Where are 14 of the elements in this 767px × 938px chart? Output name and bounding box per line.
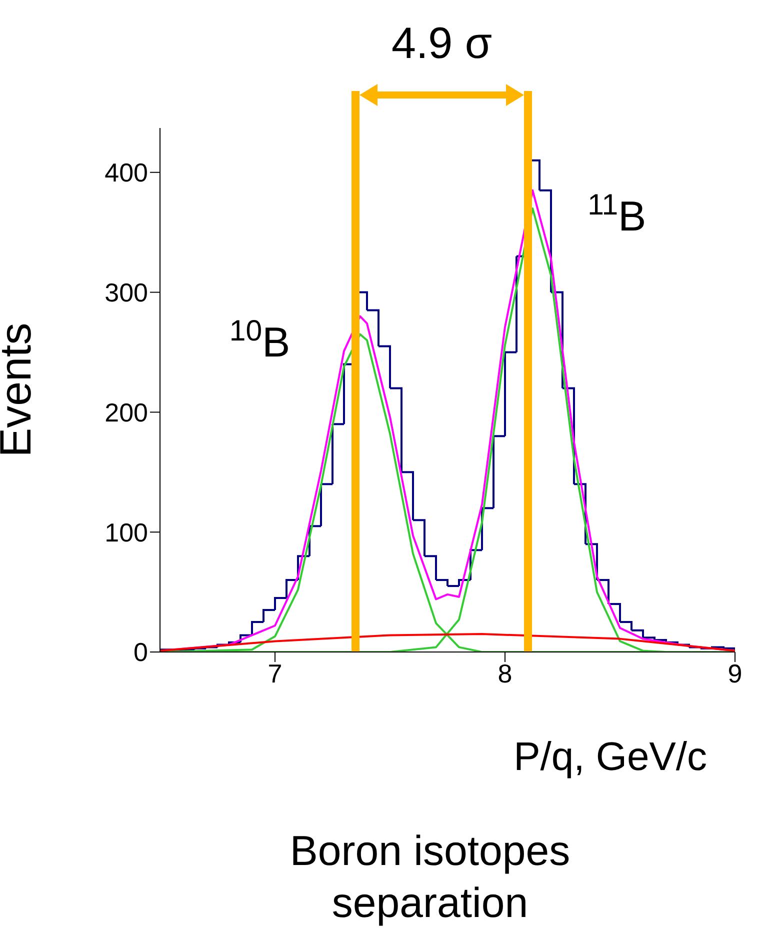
x-tick-label: 9: [728, 658, 742, 688]
y-axis-title: Events: [0, 322, 41, 458]
x-axis-title: P/q, GeV/c: [514, 735, 707, 780]
y-tick-label: 200: [104, 397, 148, 428]
annotation: $^{10}$B: [229, 314, 290, 366]
annotation: $^{11}$B: [588, 188, 646, 240]
y-tick-label: 300: [104, 278, 148, 308]
text: 4.9 σ: [391, 19, 492, 68]
x-tick-label: 8: [498, 658, 512, 688]
y-tick-label: 0: [134, 637, 148, 668]
y-tick-label: 400: [104, 158, 148, 188]
y-tick-label: 100: [104, 517, 148, 548]
text: Boron isotopes separation: [288, 826, 572, 928]
x-tick-label: 7: [268, 658, 282, 688]
